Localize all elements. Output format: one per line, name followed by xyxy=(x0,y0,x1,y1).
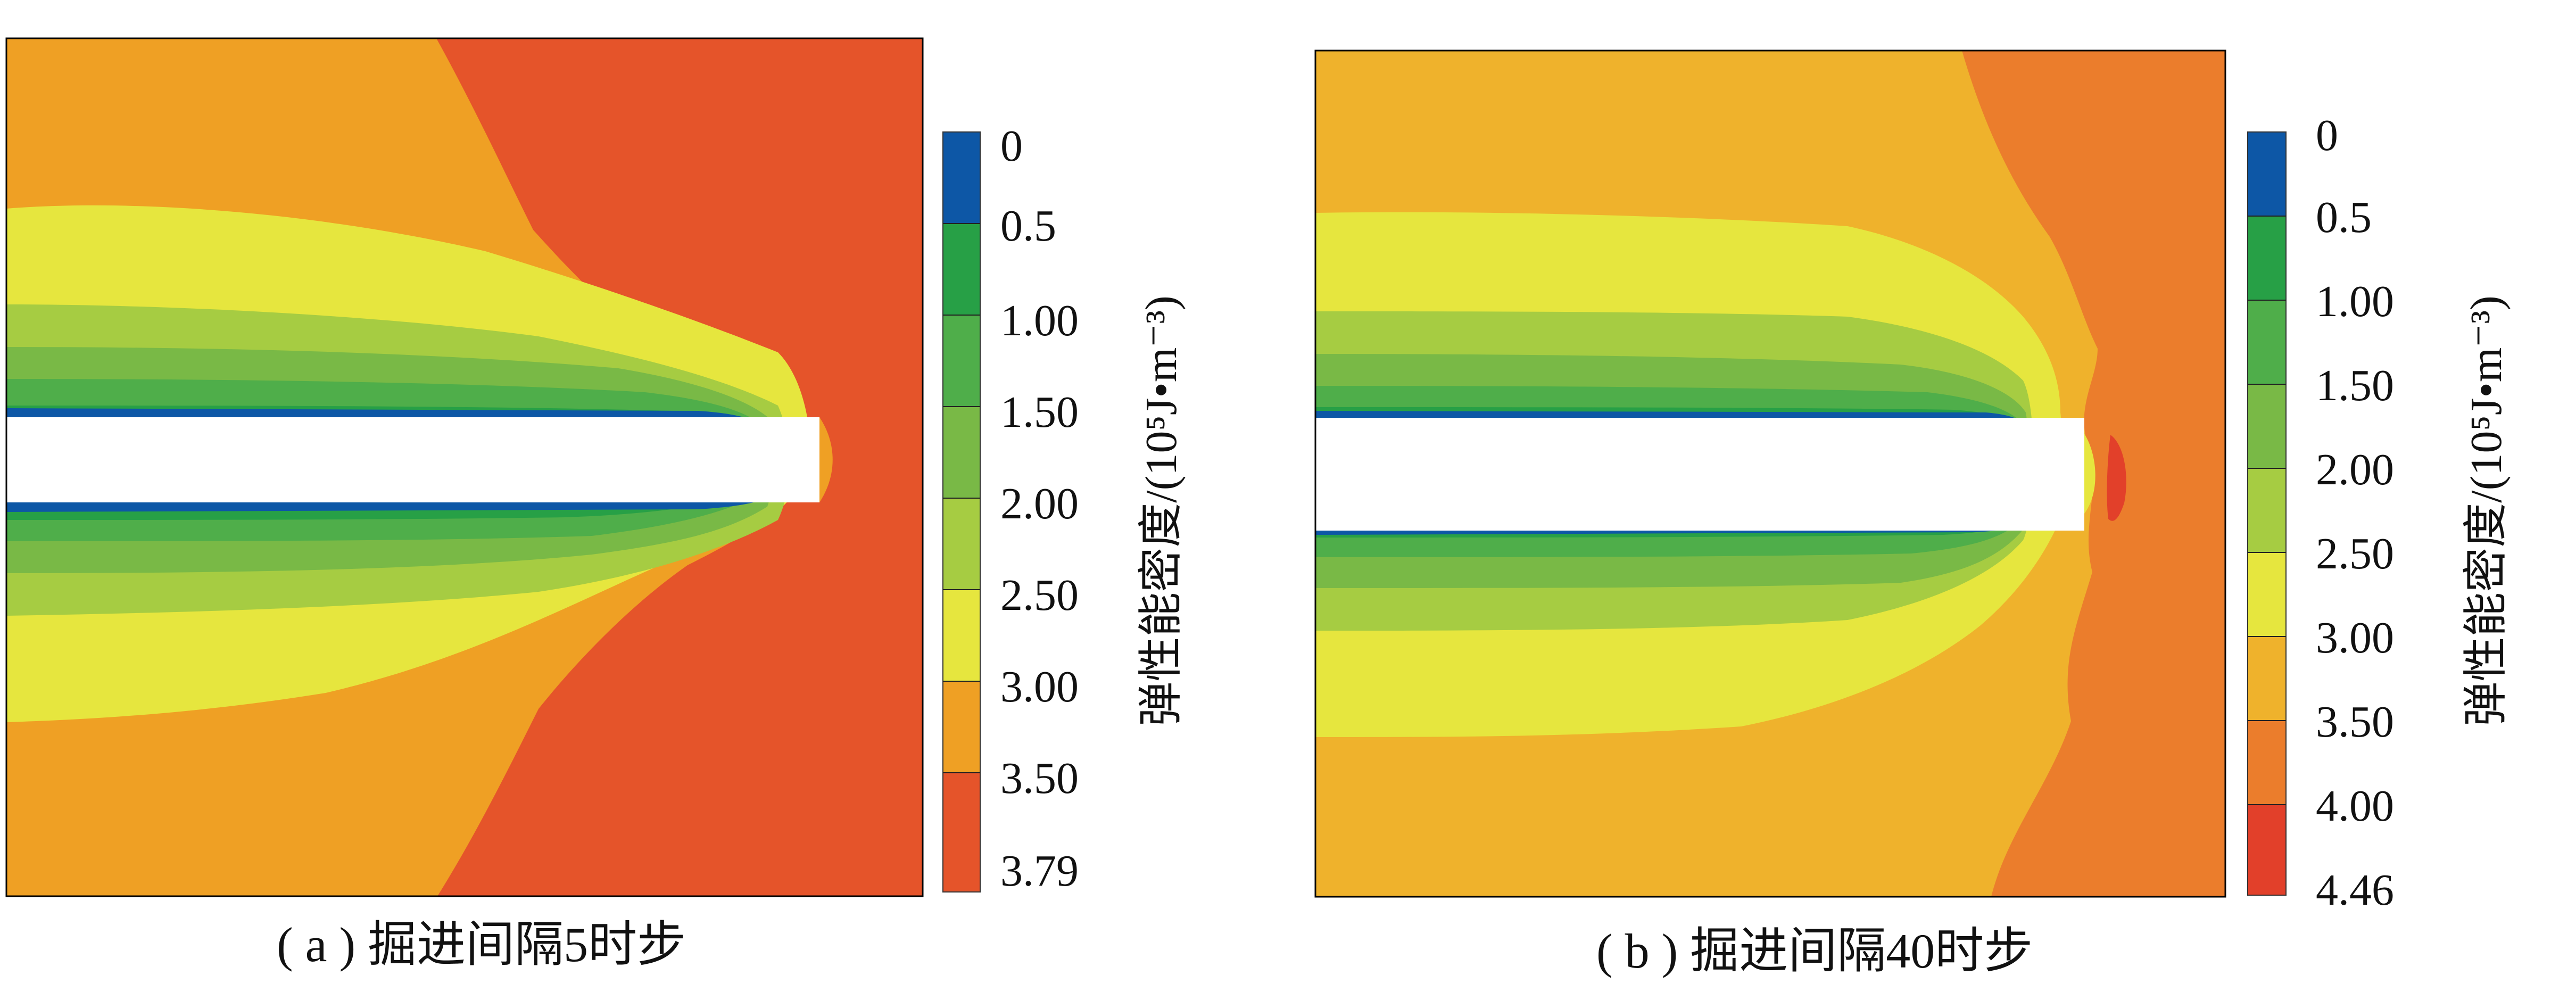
panel-b-colorbar-swatch-9 xyxy=(2248,805,2286,895)
panel-b-colorbar-swatch-8 xyxy=(2248,721,2286,805)
panel-b-tick-0: 0 xyxy=(2316,111,2338,160)
panel-b-tick-8: 4.00 xyxy=(2316,781,2394,831)
panel-b-colorbar-label: 弹性能密度/(10⁵J•m⁻³) xyxy=(2462,295,2511,726)
panel-a-tick-5: 2.50 xyxy=(1000,571,1079,620)
panel-a-tick-7: 3.50 xyxy=(1000,754,1079,803)
panel-b-tick-9: 4.46 xyxy=(2316,865,2394,915)
panel-a-colorbar-swatch-3 xyxy=(943,315,980,407)
panel-a-colorbar: 0 0.5 1.00 1.50 2.00 2.50 3.00 3.50 3.79… xyxy=(942,121,1186,896)
panel-a-tick-0: 0 xyxy=(1000,121,1023,171)
panel-b-tick-7: 3.50 xyxy=(2316,697,2394,747)
panel-a: 0 0.5 1.00 1.50 2.00 2.50 3.00 3.50 3.79… xyxy=(5,37,1186,972)
panel-a-tick-2: 1.00 xyxy=(1000,296,1079,345)
panel-a-colorbar-label: 弹性能密度/(10⁵J•m⁻³) xyxy=(1137,295,1186,726)
panel-a-caption: ( a ) 掘进间隔5时步 xyxy=(277,918,686,972)
panel-b-colorbar: 0 0.5 1.00 1.50 2.00 2.50 3.00 3.50 4.00… xyxy=(2247,111,2511,915)
panel-a-face-fringe xyxy=(819,417,833,502)
panel-a-tunnel xyxy=(6,417,819,502)
panel-a-colorbar-swatch-6 xyxy=(943,590,980,681)
panel-a-colorbar-swatch-8 xyxy=(943,773,980,892)
panel-a-colorbar-frame xyxy=(942,131,981,892)
panel-a-tick-8: 3.79 xyxy=(1000,846,1079,896)
panel-a-tick-3: 1.50 xyxy=(1000,387,1079,437)
panel-b-zone-4.00-4.46 xyxy=(2107,435,2126,521)
panel-b-plot-frame xyxy=(1314,49,2226,898)
panel-b-face-zone-yellow xyxy=(2084,434,2095,514)
panel-b-tick-5: 2.50 xyxy=(2316,529,2394,578)
panel-b: 0 0.5 1.00 1.50 2.00 2.50 3.00 3.50 4.00… xyxy=(1314,49,2511,978)
panel-b-colorbar-swatch-7 xyxy=(2248,637,2286,721)
panel-b-colorbar-frame xyxy=(2247,131,2287,896)
panel-b-tick-4: 2.00 xyxy=(2316,445,2394,494)
panel-b-colorbar-swatch-6 xyxy=(2248,552,2286,637)
panel-b-caption: ( b ) 掘进间隔40时步 xyxy=(1596,924,2033,978)
panel-b-tunnel xyxy=(1315,418,2084,531)
panel-a-colorbar-swatch-2 xyxy=(943,224,980,315)
panel-b-colorbar-swatch-4 xyxy=(2248,384,2286,468)
panel-b-colorbar-swatch-1 xyxy=(2248,132,2286,216)
panel-a-tick-1: 0.5 xyxy=(1000,201,1056,251)
panel-b-colorbar-swatch-2 xyxy=(2248,216,2286,300)
panel-a-colorbar-swatch-5 xyxy=(943,498,980,590)
panel-a-tick-6: 3.00 xyxy=(1000,662,1079,712)
panel-b-tick-1: 0.5 xyxy=(2316,193,2372,242)
panel-a-colorbar-swatch-4 xyxy=(943,407,980,498)
panel-a-colorbar-swatch-1 xyxy=(943,132,980,224)
panel-b-tick-2: 1.00 xyxy=(2316,277,2394,326)
panel-a-colorbar-swatch-7 xyxy=(943,681,980,773)
panel-a-tick-4: 2.00 xyxy=(1000,479,1079,528)
panel-b-colorbar-swatch-5 xyxy=(2248,468,2286,552)
panel-b-tick-6: 3.00 xyxy=(2316,613,2394,663)
panel-a-plot-frame xyxy=(5,37,924,897)
panel-b-tick-3: 1.50 xyxy=(2316,361,2394,410)
panel-b-colorbar-swatch-3 xyxy=(2248,300,2286,384)
